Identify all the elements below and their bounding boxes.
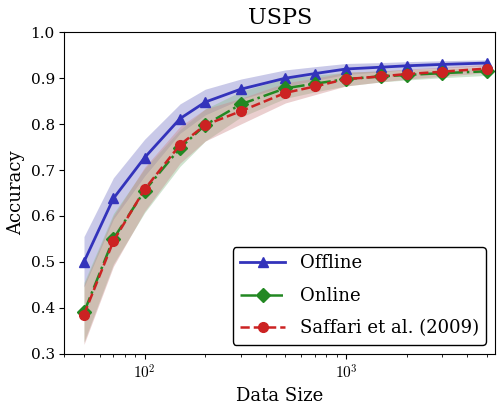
- Saffari et al. (2009): [483, 66, 489, 71]
- Offline: [141, 155, 147, 160]
- Online: [378, 74, 384, 79]
- Offline: [438, 62, 444, 67]
- Saffari et al. (2009): [438, 69, 444, 74]
- Offline: [342, 66, 348, 71]
- Legend: Offline, Online, Saffari et al. (2009): Offline, Online, Saffari et al. (2009): [232, 247, 485, 344]
- Offline: [378, 65, 384, 70]
- Saffari et al. (2009): [282, 90, 288, 95]
- Saffari et al. (2009): [141, 187, 147, 192]
- Online: [438, 71, 444, 76]
- Saffari et al. (2009): [237, 109, 243, 114]
- Offline: [282, 76, 288, 81]
- Online: [202, 122, 208, 127]
- Online: [110, 236, 116, 241]
- Offline: [403, 63, 409, 68]
- Online: [177, 145, 183, 150]
- Saffari et al. (2009): [177, 142, 183, 147]
- Title: USPS: USPS: [247, 7, 311, 29]
- Offline: [110, 196, 116, 201]
- Online: [403, 73, 409, 77]
- Online: [81, 310, 87, 315]
- Online: [342, 77, 348, 82]
- Online: [141, 188, 147, 193]
- Offline: [81, 259, 87, 264]
- Offline: [177, 116, 183, 121]
- Offline: [237, 87, 243, 92]
- Y-axis label: Accuracy: Accuracy: [7, 151, 25, 235]
- Line: Offline: Offline: [79, 58, 490, 267]
- Online: [483, 69, 489, 74]
- Saffari et al. (2009): [378, 74, 384, 79]
- Saffari et al. (2009): [311, 84, 317, 89]
- Offline: [483, 61, 489, 66]
- Line: Saffari et al. (2009): Saffari et al. (2009): [79, 64, 490, 319]
- Saffari et al. (2009): [110, 239, 116, 243]
- Offline: [202, 100, 208, 105]
- Online: [311, 81, 317, 86]
- Line: Online: Online: [79, 66, 490, 317]
- Saffari et al. (2009): [342, 77, 348, 82]
- Saffari et al. (2009): [202, 122, 208, 127]
- Online: [237, 102, 243, 107]
- Saffari et al. (2009): [403, 72, 409, 77]
- Saffari et al. (2009): [81, 312, 87, 317]
- Online: [282, 86, 288, 91]
- X-axis label: Data Size: Data Size: [235, 387, 323, 405]
- Offline: [311, 71, 317, 76]
